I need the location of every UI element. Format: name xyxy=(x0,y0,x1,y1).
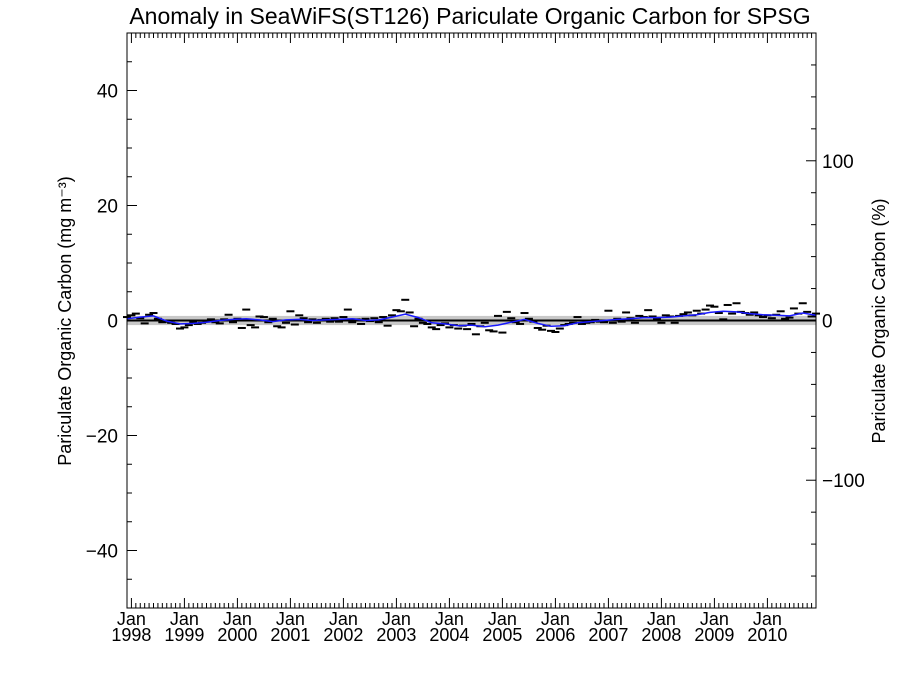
x-tick-label-year: 2005 xyxy=(482,625,522,645)
x-tick-label-month: Jan xyxy=(382,609,411,629)
x-tick-label-month: Jan xyxy=(594,609,623,629)
x-tick-label-year: 2007 xyxy=(588,625,628,645)
smoothed-series-line xyxy=(126,310,817,328)
x-tick-label-month: Jan xyxy=(753,609,782,629)
x-tick-label-year: 2000 xyxy=(217,625,257,645)
x-tick-label-month: Jan xyxy=(700,609,729,629)
y2-axis-label: Pariculate Organic Carbon (%) xyxy=(869,198,889,443)
axes: −40−2002040−1000100Jan1998Jan1999Jan2000… xyxy=(86,32,865,645)
x-tick-label-year: 2008 xyxy=(641,625,681,645)
x-tick-label-month: Jan xyxy=(541,609,570,629)
x-tick-label-month: Jan xyxy=(117,609,146,629)
y-axis-label: Pariculate Organic Carbon (mg m⁻³) xyxy=(55,176,75,466)
y2-tick-label: −100 xyxy=(822,471,865,492)
x-tick-label-month: Jan xyxy=(647,609,676,629)
y-tick-label: 20 xyxy=(97,197,118,218)
y-tick-label: −40 xyxy=(86,542,118,563)
x-tick-label-month: Jan xyxy=(276,609,305,629)
y-tick-label: 40 xyxy=(97,82,118,103)
x-tick-label-year: 2006 xyxy=(535,625,575,645)
x-tick-label-month: Jan xyxy=(170,609,199,629)
x-tick-label-month: Jan xyxy=(435,609,464,629)
x-tick-label-year: 2003 xyxy=(376,625,416,645)
x-tick-label-year: 2009 xyxy=(694,625,734,645)
x-tick-label-month: Jan xyxy=(223,609,252,629)
x-tick-label-month: Jan xyxy=(329,609,358,629)
y2-tick-label: 0 xyxy=(822,312,833,333)
plot-area xyxy=(123,298,820,336)
y2-tick-label: 100 xyxy=(822,152,854,173)
y-tick-label: −20 xyxy=(86,427,118,448)
x-tick-label-year: 2001 xyxy=(270,625,310,645)
x-tick-label-month: Jan xyxy=(488,609,517,629)
x-tick-label-year: 1999 xyxy=(164,625,204,645)
x-tick-label-year: 2010 xyxy=(747,625,787,645)
x-tick-label-year: 2004 xyxy=(429,625,469,645)
x-tick-label-year: 2002 xyxy=(323,625,363,645)
x-tick-label-year: 1998 xyxy=(111,625,151,645)
y-tick-label: 0 xyxy=(107,312,118,333)
chart-title: Anomaly in SeaWiFS(ST126) Pariculate Org… xyxy=(129,3,810,29)
